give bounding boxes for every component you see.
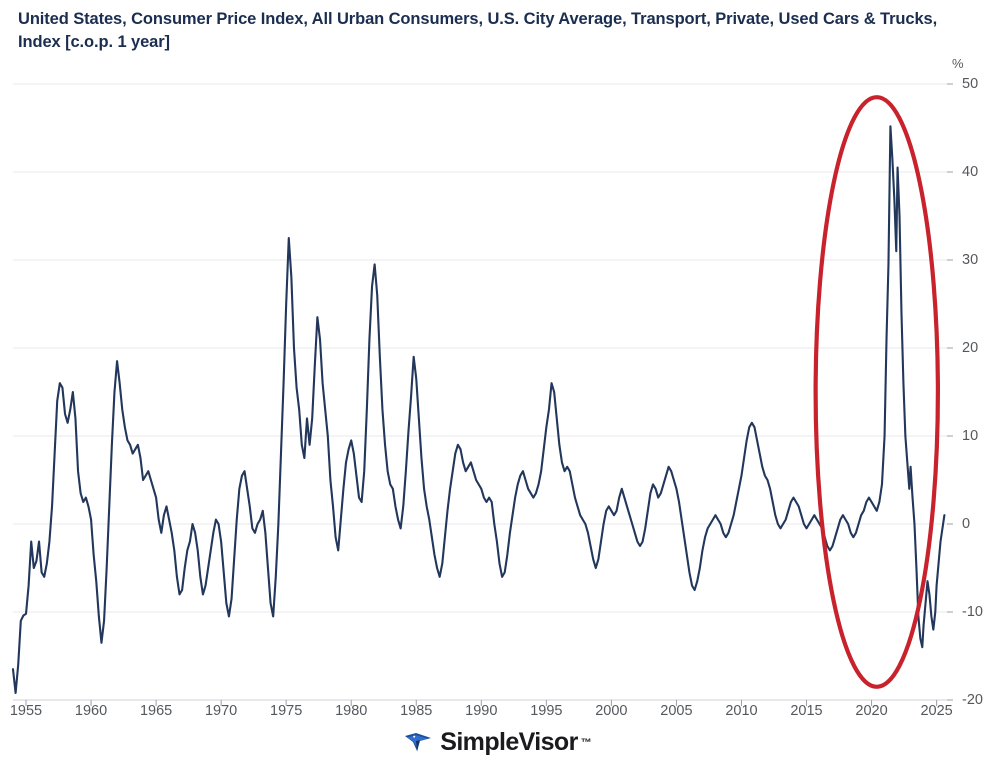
x-axis-tick-label: 1985 bbox=[400, 703, 433, 719]
y-axis-tick-label: -10 bbox=[962, 604, 983, 620]
x-axis-tick-label: 2025 bbox=[920, 703, 953, 719]
data-series-line bbox=[11, 125, 946, 695]
x-axis-tick-label: 2010 bbox=[725, 703, 758, 719]
brand-footer: SimpleVisor ™ bbox=[0, 728, 995, 757]
gridlines-group bbox=[13, 83, 947, 701]
eagle-head-icon bbox=[405, 732, 432, 751]
x-axis-tick-label: 2000 bbox=[595, 703, 628, 719]
y-axis-tick-label: -20 bbox=[962, 692, 983, 708]
x-axis-tick-label: 1975 bbox=[270, 703, 303, 719]
highlight-ellipse-annotation bbox=[813, 95, 940, 689]
x-axis-tick-label: 1990 bbox=[465, 703, 498, 719]
x-axis-tick-label: 2005 bbox=[660, 703, 693, 719]
x-axis-tick-label: 1960 bbox=[74, 703, 108, 719]
x-axis-ticks-group bbox=[25, 700, 938, 706]
annotations-group bbox=[813, 95, 940, 689]
x-axis-tick-label: 1970 bbox=[204, 703, 238, 719]
y-axis-tick-label: 10 bbox=[962, 428, 979, 444]
x-axis-tick-label: 1955 bbox=[9, 703, 43, 719]
chart-title: United States, Consumer Price Index, All… bbox=[18, 10, 938, 51]
y-axis-ticks-group bbox=[947, 83, 953, 701]
x-axis-tick-label: 1995 bbox=[530, 703, 563, 719]
brand-trademark: ™ bbox=[580, 736, 592, 749]
x-axis-tick-label: 2015 bbox=[790, 703, 823, 719]
y-axis-tick-label: 40 bbox=[962, 164, 979, 180]
y-axis-tick-label: 20 bbox=[962, 340, 979, 356]
y-axis-tick-label: 0 bbox=[962, 516, 971, 532]
x-axis-tick-label: 2020 bbox=[855, 703, 888, 719]
y-axis-unit-label: % bbox=[952, 56, 964, 71]
y-axis-tick-label: 30 bbox=[962, 252, 979, 268]
brand-name: SimpleVisor bbox=[440, 728, 578, 756]
x-axis-tick-label: 1965 bbox=[139, 703, 173, 719]
y-axis-tick-label: 50 bbox=[962, 76, 979, 92]
x-axis-tick-label: 1980 bbox=[335, 703, 368, 719]
